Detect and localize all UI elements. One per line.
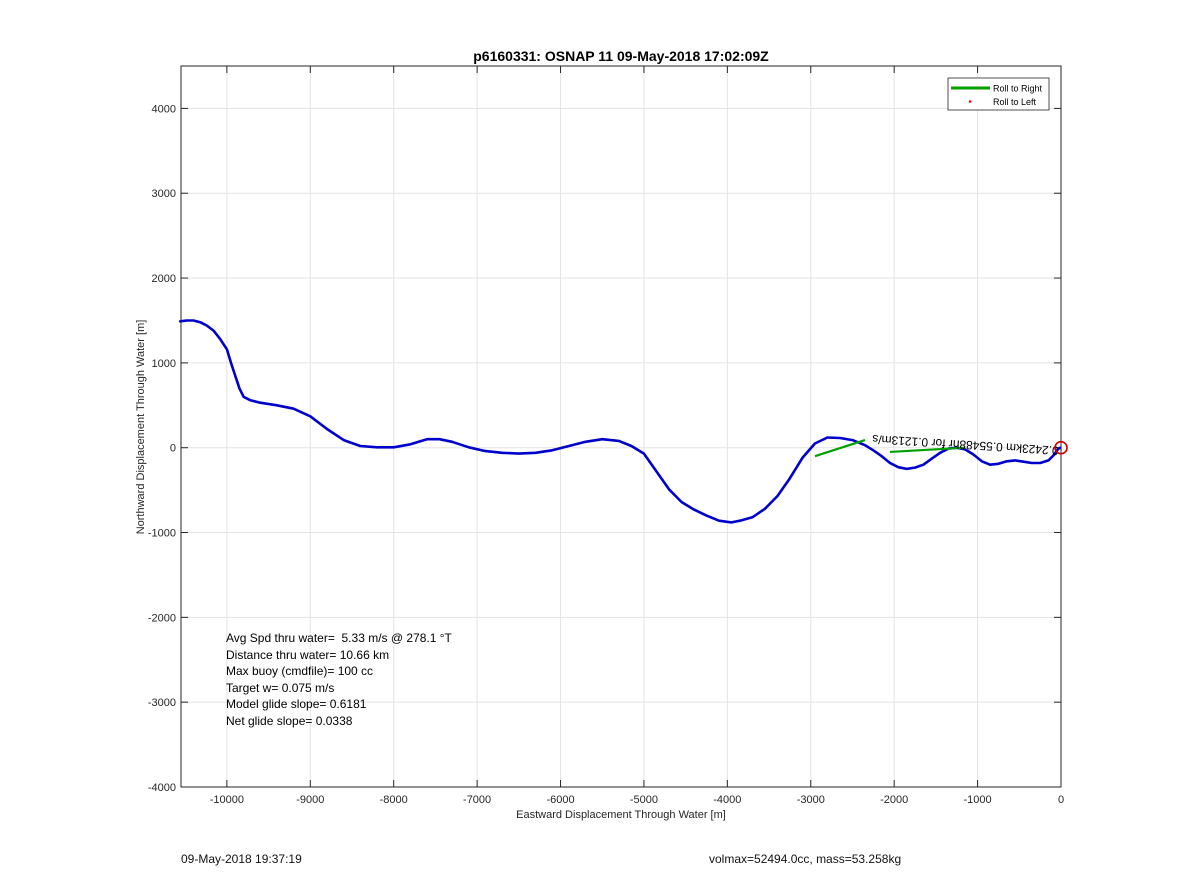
legend-label-roll-to-left: Roll to Left — [993, 97, 1037, 107]
x-tick-label: -5000 — [630, 794, 658, 806]
y-tick-label: 3000 — [152, 188, 176, 200]
plot-area-frame — [180, 65, 1062, 788]
series-line — [178, 319, 1062, 524]
series — [178, 319, 1062, 524]
roll-right-segment — [814, 439, 866, 458]
annotation-label: 0.2423km 0.55488hr for 0.1213m/s — [872, 432, 1059, 458]
end-marker — [1054, 440, 1068, 455]
legend-swatch-roll-to-left — [968, 100, 972, 103]
x-tick-label: -8000 — [380, 794, 408, 806]
y-tick-label: -2000 — [148, 612, 176, 624]
y-tick-label: 2000 — [152, 273, 176, 285]
grid — [181, 66, 1062, 788]
stat-avg-speed: Avg Spd thru water= 5.33 m/s @ 278.1 °T — [226, 631, 453, 645]
stat-target-w: Target w= 0.075 m/s — [226, 681, 334, 695]
x-tick-label: -6000 — [546, 794, 574, 806]
x-tick-label: -1000 — [964, 794, 992, 806]
stat-distance: Distance thru water= 10.66 km — [226, 648, 389, 662]
y-tick-label: 0 — [170, 443, 176, 455]
roll-right-segment — [889, 446, 966, 454]
y-tick-label: -1000 — [148, 528, 176, 540]
stat-model-glide: Model glide slope= 0.6181 — [226, 697, 367, 711]
y-axis-label: Northward Displacement Through Water [m] — [135, 320, 147, 535]
roll-right-segments — [814, 439, 966, 458]
footer-vol-mass: volmax=52494.0cc, mass=53.258kg — [709, 852, 902, 866]
chart-title: p6160331: OSNAP 11 09-May-2018 17:02:09Z — [473, 48, 769, 64]
x-tick-label: -2000 — [880, 794, 908, 806]
axis-ticks: -10000 -9000 -8000 -7000 -6000 -5000 -4000 -300… — [148, 66, 1064, 806]
y-tick-label: 1000 — [152, 358, 176, 370]
legend: Roll to Right Roll to Left — [947, 77, 1050, 111]
x-tick-label: -4000 — [713, 794, 741, 806]
x-axis-label: Eastward Displacement Through Water [m] — [516, 809, 726, 821]
x-tick-label: -10000 — [210, 794, 244, 806]
y-tick-label: -3000 — [148, 697, 176, 709]
y-tick-label: 4000 — [152, 103, 176, 115]
x-tick-label: -9000 — [296, 794, 324, 806]
y-tick-label: -4000 — [148, 782, 176, 794]
legend-box — [947, 77, 1050, 111]
stat-max-buoy: Max buoy (cmdfile)= 100 cc — [226, 664, 373, 678]
x-tick-label: -7000 — [463, 794, 491, 806]
legend-label-roll-to-right: Roll to Right — [993, 84, 1043, 94]
stat-net-glide: Net glide slope= 0.0338 — [226, 714, 353, 728]
x-tick-label: -3000 — [797, 794, 825, 806]
footer-timestamp: 09-May-2018 19:37:19 — [181, 852, 302, 866]
stats-block: Avg Spd thru water= 5.33 m/s @ 278.1 °T … — [226, 631, 453, 728]
x-tick-label: 0 — [1058, 794, 1064, 806]
